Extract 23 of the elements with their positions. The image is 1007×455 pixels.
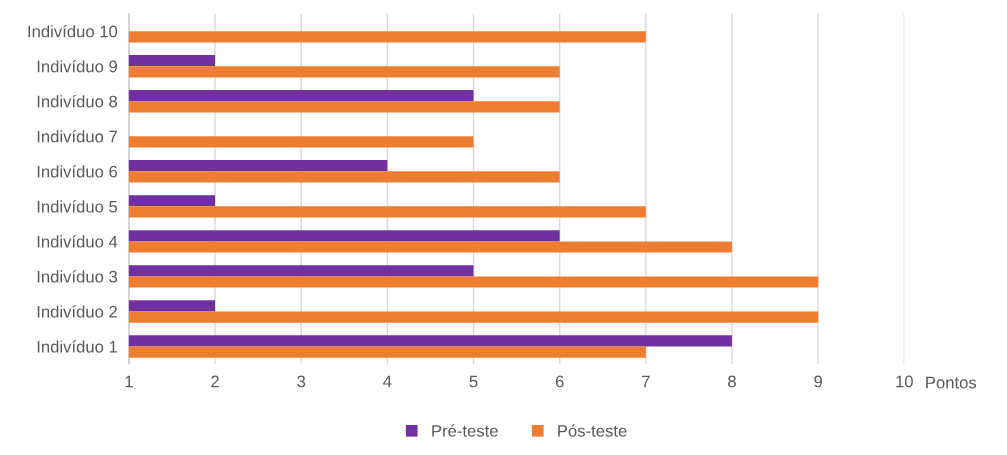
x-tick-label: 8 — [728, 375, 736, 388]
y-tick-label: Indivíduo 6 — [37, 165, 118, 178]
x-tick-label: 10 — [896, 375, 913, 388]
legend-label: Pré-teste — [432, 424, 498, 437]
x-tick-label: 2 — [211, 375, 219, 388]
legend-label: Pós-teste — [558, 424, 627, 437]
y-tick-label: Indivíduo 8 — [37, 95, 118, 108]
x-tick-label: 3 — [297, 375, 306, 388]
y-tick-label: Indivíduo 5 — [37, 200, 118, 213]
x-tick-label: 9 — [814, 375, 822, 388]
x-tick-label: 4 — [383, 375, 392, 388]
x-axis-title: Pontos — [926, 376, 977, 389]
y-tick-label: Indivíduo 9 — [37, 59, 117, 73]
y-tick-label: Indivíduo 7 — [37, 130, 117, 143]
x-tick-label: 5 — [469, 375, 478, 388]
x-tick-label: 1 — [125, 375, 133, 388]
y-tick-label: Indivíduo 2 — [37, 305, 117, 318]
y-tick-label: Indivíduo 4 — [37, 235, 118, 248]
y-tick-label: Indivíduo 3 — [37, 270, 118, 283]
x-tick-label: 6 — [555, 375, 564, 388]
y-tick-label: Indivíduo 10 — [28, 24, 118, 38]
x-tick-label: 7 — [642, 375, 650, 388]
y-tick-label: Indivíduo 1 — [37, 340, 117, 353]
